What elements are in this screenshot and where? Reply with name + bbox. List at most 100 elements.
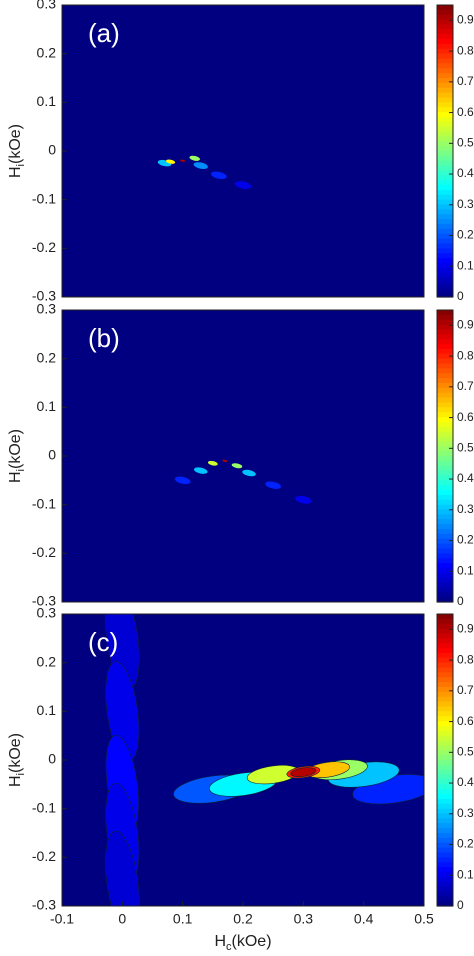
colorbar-step [437, 219, 453, 225]
colorbar-step [437, 262, 453, 269]
heatmap-field [174, 459, 312, 504]
colorbar-step [437, 68, 453, 74]
heatmap-field [105, 614, 424, 906]
colorbar-frame [436, 309, 454, 603]
colorbar-tick-label: 0.2 [457, 228, 474, 242]
x-tick-label: 0.1 [173, 911, 193, 927]
colorbar-step [437, 667, 453, 673]
colorbar-step [437, 460, 453, 467]
colorbar-step [437, 648, 453, 654]
colorbar-step [437, 828, 453, 834]
colorbar-step [437, 582, 453, 588]
y-tick-label: 0.1 [37, 398, 57, 414]
colorbar-step [437, 155, 453, 162]
colorbar-step [437, 837, 453, 844]
colorbar-step [437, 901, 453, 907]
y-tick-label: 0.3 [37, 605, 57, 621]
y-label-part: H [7, 775, 24, 787]
colorbar-step [437, 151, 453, 157]
colorbar-step [437, 421, 453, 428]
y-tick-label: -0.1 [32, 190, 56, 206]
colorbar-step [437, 519, 453, 525]
colorbar-step [437, 592, 453, 598]
colorbar-step [437, 378, 453, 384]
colorbar-step [437, 194, 453, 201]
colorbar-tick-label: 0.5 [457, 440, 474, 454]
colorbar-step [437, 779, 453, 785]
colorbar-step [437, 614, 453, 620]
colorbar-step [437, 310, 453, 316]
colorbar-step [437, 643, 453, 649]
colorbar-step [437, 764, 453, 771]
colorbar-tick-label: 0.7 [457, 379, 474, 393]
colorbar-step [437, 272, 453, 279]
x-axis-label: Hc(kOe) [214, 933, 271, 953]
heat-cell [174, 476, 191, 485]
colorbar-step [437, 324, 453, 331]
colorbar-step [437, 431, 453, 438]
colorbar-step [437, 228, 453, 235]
colorbar-step [437, 348, 453, 355]
colorbar-step [437, 170, 453, 176]
colorbar-step [437, 696, 453, 703]
colorbar-step [437, 426, 453, 433]
colorbar-step [437, 755, 453, 761]
colorbar-step [437, 112, 453, 118]
colorbar-step [437, 353, 453, 360]
colorbar-frame [436, 613, 454, 907]
colorbar-step [437, 238, 453, 245]
colorbar-step [437, 214, 453, 220]
colorbar-step [437, 735, 453, 742]
colorbar-tick-label: 0.8 [457, 43, 474, 57]
colorbar-step [437, 774, 453, 781]
colorbar-step [437, 886, 453, 892]
panel-label: (c) [88, 627, 118, 657]
colorbar-step [437, 436, 453, 442]
colorbar-step [437, 368, 453, 374]
colorbar-step [437, 199, 453, 206]
colorbar-tick-label: 0 [457, 594, 464, 608]
colorbar-step [437, 833, 453, 839]
colorbar-step [437, 34, 453, 40]
colorbar-step [437, 373, 453, 379]
colorbar-step [437, 233, 453, 240]
x-tick-label: 0.3 [294, 911, 314, 927]
colorbar-step [437, 494, 453, 501]
colorbar-step [437, 504, 453, 511]
colorbar-step [437, 662, 453, 669]
colorbar-step [437, 48, 453, 55]
colorbar-tick-label: 0.9 [457, 318, 474, 332]
colorbar-step [437, 548, 453, 554]
colorbar-tick-label: 0.4 [457, 166, 474, 180]
x-tick-label: 0 [118, 911, 126, 927]
y-label-part: (kOe) [7, 733, 24, 773]
x-label-part: c [226, 941, 232, 953]
colorbar-step [437, 180, 453, 186]
colorbar-step [437, 397, 453, 404]
colorbar-step [437, 558, 453, 564]
plot-background [62, 310, 424, 602]
colorbar-step [437, 553, 453, 559]
colorbar-step [437, 465, 453, 472]
colorbar-step [437, 808, 453, 815]
colorbar-step [437, 319, 453, 326]
colorbar-step [437, 329, 453, 335]
y-tick-label: 0.2 [37, 349, 57, 365]
colorbar-step [437, 470, 453, 477]
y-tick-label: -0.2 [32, 239, 56, 255]
colorbar-step [437, 597, 453, 603]
colorbar-step [437, 529, 453, 535]
colorbar-step [437, 760, 453, 766]
colorbar-tick-label: 0.3 [457, 502, 474, 516]
y-tick-label: -0.2 [32, 848, 56, 864]
colorbar-tick-label: 0.9 [457, 622, 474, 636]
colorbar-tick-label: 0.4 [457, 471, 474, 485]
y-tick-label: 0.2 [37, 44, 57, 60]
colorbar-step [437, 204, 453, 210]
y-tick-label: 0 [48, 751, 56, 767]
x-label-part: H [214, 933, 226, 950]
y-tick-label: 0.1 [37, 702, 57, 718]
colorbar-step [437, 823, 453, 829]
colorbar-step [437, 224, 453, 230]
y-label-part: H [7, 471, 24, 483]
